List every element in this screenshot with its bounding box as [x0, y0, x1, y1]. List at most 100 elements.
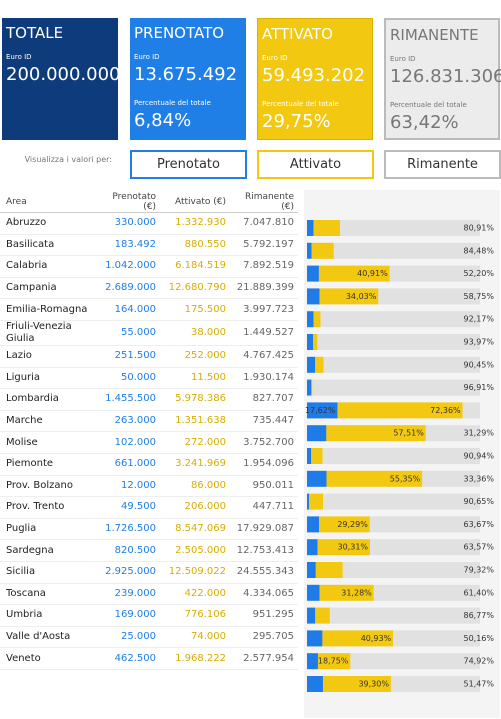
bar-label: 18,75%: [318, 657, 349, 666]
bar-label: 30,31%: [338, 543, 369, 552]
bar-rimanente: [373, 584, 480, 601]
bar-label: 90,45%: [463, 360, 494, 369]
bar-attivato: [317, 539, 371, 556]
card-prenotato: PRENOTATO Euro ID 13.675.492 Percentuale…: [130, 18, 246, 140]
cell-prenotato: 820.500: [96, 539, 160, 562]
data-table: Area Prenotato (€) Attivato (€) Rimanent…: [0, 192, 298, 670]
table-row: Lombardia 1.455.500 5.978.386 827.707: [0, 388, 298, 411]
cell-rimanente: 21.889.399: [230, 277, 298, 300]
cell-area: Calabria: [0, 255, 96, 278]
bar-prenotato: [307, 220, 314, 236]
column-header[interactable]: Attivato (€): [160, 192, 230, 213]
cell-rimanente: 17.929.087: [230, 518, 298, 541]
button-attivato[interactable]: Attivato: [257, 150, 374, 179]
cell-attivato: 2.505.000: [160, 539, 230, 562]
bar-rimanente: [320, 311, 480, 328]
bar-prenotato: [307, 630, 323, 647]
cell-prenotato: 55.000: [96, 320, 160, 346]
table-row: Liguria 50.000 11.500 1.930.174: [0, 367, 298, 390]
button-prenotato[interactable]: Prenotato: [130, 150, 247, 179]
bar-prenotato: [307, 584, 320, 601]
table-row: Piemonte 661.000 3.241.969 1.954.096: [0, 453, 298, 476]
bar-rimanente: [369, 516, 480, 533]
cell-area: Lazio: [0, 345, 96, 368]
table-row: Lazio 251.500 252.000 4.767.425: [0, 345, 298, 368]
bar-attivato: [313, 220, 341, 236]
table-row: Calabria 1.042.000 6.184.519 7.892.519: [0, 255, 298, 278]
bar-prenotato: [307, 607, 316, 624]
bar-prenotato: [307, 242, 312, 259]
cell-prenotato: 169.000: [96, 604, 160, 627]
bar-label: 90,94%: [463, 452, 494, 461]
card-attivato: ATTIVATO Euro ID 59.493.202 Percentuale …: [257, 18, 373, 140]
bar-attivato: [319, 584, 374, 601]
card-value: 200.000.000: [6, 64, 121, 85]
column-header[interactable]: Prenotato (€): [96, 192, 160, 213]
bar-rimanente: [350, 653, 480, 670]
cell-attivato: 6.184.519: [160, 255, 230, 278]
bar-attivato: [322, 676, 391, 692]
table-row: Abruzzo 330.000 1.332.930 7.047.810: [0, 212, 298, 235]
cell-rimanente: 295.705: [230, 626, 298, 649]
bar-attivato: [337, 402, 463, 419]
cell-prenotato: 2.689.000: [96, 277, 160, 300]
bar-prenotato: [307, 653, 318, 670]
column-header[interactable]: Area: [0, 192, 96, 213]
table-row: Friuli-Venezia Giulia 55.000 38.000 1.449.5…: [0, 320, 298, 346]
bar-prenotato: [307, 493, 309, 510]
bar-prenotato: [307, 402, 338, 419]
cell-rimanente: 7.047.810: [230, 212, 298, 235]
table-row: Emilia-Romagna 164.000 175.500 3.997.723: [0, 298, 298, 321]
bar-label: 96,91%: [463, 383, 494, 392]
bar-label: 31,28%: [341, 588, 372, 597]
bar-label: 61,40%: [463, 588, 494, 597]
bar-label: 50,16%: [463, 634, 494, 643]
cell-area: Friuli-Venezia Giulia: [0, 320, 96, 346]
bar-rimanente: [312, 379, 480, 396]
button-rimanente[interactable]: Rimanente: [384, 150, 501, 179]
bar-label: 86,77%: [463, 611, 494, 620]
cell-prenotato: 25.000: [96, 626, 160, 649]
bar-attivato: [326, 470, 423, 487]
cell-area: Abruzzo: [0, 212, 96, 235]
bar-prenotato: [307, 356, 316, 373]
cell-prenotato: 1.455.500: [96, 388, 160, 411]
table-row: Prov. Trento 49.500 206.000 447.711: [0, 496, 298, 519]
cell-area: Puglia: [0, 518, 96, 541]
card-pct-label: Percentuale del totale: [390, 101, 467, 109]
cell-rimanente: 2.577.954: [230, 647, 298, 670]
cell-rimanente: 4.334.065: [230, 583, 298, 606]
column-header[interactable]: Rimanente (€): [230, 192, 298, 213]
card-pct: 6,84%: [134, 110, 192, 131]
table-row: Molise 102.000 272.000 3.752.700: [0, 431, 298, 454]
cell-attivato: 1.351.638: [160, 410, 230, 433]
cell-rimanente: 24.555.343: [230, 561, 298, 584]
cell-prenotato: 50.000: [96, 367, 160, 390]
bar-attivato: [318, 265, 390, 282]
cell-area: Sicilia: [0, 561, 96, 584]
cell-area: Piemonte: [0, 453, 96, 476]
bar-label: 63,67%: [463, 520, 494, 529]
cell-rimanente: 1.449.527: [230, 320, 298, 346]
bar-attivato: [319, 516, 370, 533]
card-title: TOTALE: [6, 24, 64, 42]
bar-rimanente: [322, 448, 480, 464]
card-pct-label: Percentuale del totale: [262, 100, 339, 108]
card-pct: 63,42%: [390, 112, 459, 133]
bar-rimanente: [317, 334, 480, 350]
bar-label: 63,57%: [463, 543, 494, 552]
bar-label: 17,62%: [305, 406, 336, 415]
bar-rimanente: [333, 242, 480, 259]
bar-attivato: [313, 334, 318, 350]
card-rimanente: RIMANENTE Euro ID 126.831.306 Percentual…: [384, 18, 501, 140]
cell-rimanente: 5.792.197: [230, 234, 298, 257]
cell-area: Basilicata: [0, 234, 96, 257]
cell-attivato: 1.968.222: [160, 647, 230, 670]
card-pct-label: Percentuale del totale: [134, 99, 211, 107]
cell-area: Prov. Trento: [0, 496, 96, 519]
cell-attivato: 252.000: [160, 345, 230, 368]
bar-rimanente: [390, 676, 480, 692]
cell-prenotato: 251.500: [96, 345, 160, 368]
cell-prenotato: 49.500: [96, 496, 160, 519]
table-row: Sardegna 820.500 2.505.000 12.753.413: [0, 539, 298, 562]
